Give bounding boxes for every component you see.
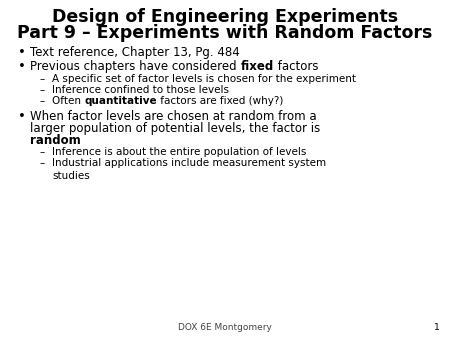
Text: Part 9 – Experiments with Random Factors: Part 9 – Experiments with Random Factors [17, 24, 433, 42]
Text: –: – [40, 147, 45, 157]
Text: –: – [40, 158, 45, 168]
Text: 1: 1 [434, 323, 440, 332]
Text: Previous chapters have considered: Previous chapters have considered [30, 60, 240, 73]
Text: quantitative: quantitative [84, 96, 157, 106]
Text: •: • [18, 110, 26, 123]
Text: Design of Engineering Experiments: Design of Engineering Experiments [52, 8, 398, 26]
Text: fixed: fixed [240, 60, 274, 73]
Text: –: – [40, 85, 45, 95]
Text: Industrial applications include measurement system
studies: Industrial applications include measurem… [52, 158, 326, 181]
Text: random: random [30, 134, 81, 147]
Text: factors are fixed (why?): factors are fixed (why?) [157, 96, 283, 106]
Text: Often: Often [52, 96, 84, 106]
Text: A specific set of factor levels is chosen for the experiment: A specific set of factor levels is chose… [52, 74, 356, 84]
Text: Inference is about the entire population of levels: Inference is about the entire population… [52, 147, 306, 157]
Text: larger population of potential levels, the factor is: larger population of potential levels, t… [30, 122, 320, 135]
Text: factors: factors [274, 60, 318, 73]
Text: Inference confined to those levels: Inference confined to those levels [52, 85, 229, 95]
Text: –: – [40, 74, 45, 84]
Text: •: • [18, 46, 26, 59]
Text: Text reference, Chapter 13, Pg. 484: Text reference, Chapter 13, Pg. 484 [30, 46, 240, 59]
Text: When factor levels are chosen at random from a: When factor levels are chosen at random … [30, 110, 317, 123]
Text: DOX 6E Montgomery: DOX 6E Montgomery [178, 323, 272, 332]
Text: •: • [18, 60, 26, 73]
Text: –: – [40, 96, 45, 106]
